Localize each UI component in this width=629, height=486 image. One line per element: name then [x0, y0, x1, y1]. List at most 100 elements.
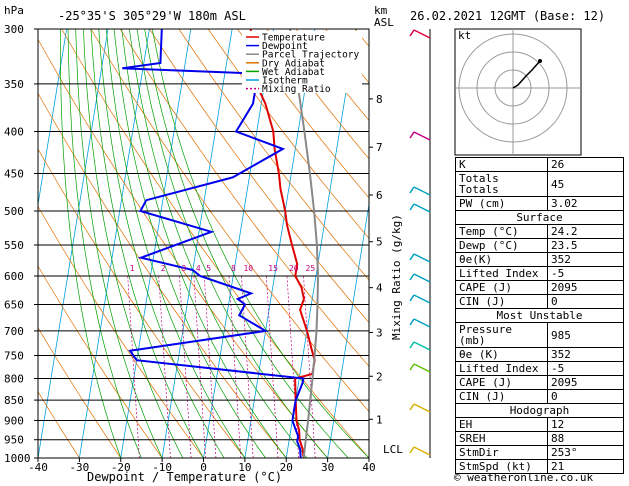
- legend-label: Wet Adiabat: [262, 67, 325, 78]
- series-line: [122, 29, 305, 458]
- pressure-tick-label: 500: [4, 205, 24, 218]
- indices-value: 24.2: [547, 224, 624, 239]
- indices-label: Temp (°C): [455, 224, 548, 239]
- legend-label: Mixing Ratio: [262, 84, 331, 95]
- header-asl: ASL: [374, 16, 394, 29]
- section-header-row: Most Unstable: [455, 308, 624, 323]
- wind-barb: [413, 29, 431, 39]
- mixing-ratio-line: [228, 275, 242, 458]
- wind-barb-flag: [409, 131, 415, 139]
- wind-barb: [413, 363, 431, 373]
- indices-label: EH: [455, 417, 548, 432]
- y-axis-label-right: Mixing Ratio (g/kg): [390, 214, 403, 340]
- wind-barb-flag: [409, 294, 415, 302]
- pressure-tick-label: 750: [4, 349, 24, 362]
- wind-barb-flag: [409, 403, 415, 411]
- wind-barb: [413, 203, 431, 213]
- indices-value: 3.02: [547, 196, 624, 211]
- indices-value: 26: [547, 157, 624, 172]
- dry-adiabat: [266, 29, 369, 160]
- pressure-tick-label: 650: [4, 299, 24, 312]
- pressure-tick-label: 900: [4, 414, 24, 427]
- wind-barb-flag: [409, 363, 415, 371]
- series-line: [248, 29, 316, 458]
- isotherm: [38, 29, 68, 207]
- legend-label: Dewpoint: [262, 41, 308, 52]
- wind-barb: [413, 294, 431, 304]
- indices-row: Lifted Index -5: [455, 266, 624, 281]
- wind-barb-flag: [409, 203, 415, 211]
- km-tick-label: 1: [376, 413, 383, 426]
- legend-label: Isotherm: [262, 76, 308, 87]
- indices-row: PW (cm) 3.02: [455, 196, 624, 211]
- indices-label: Lifted Index: [455, 266, 548, 281]
- dry-adiabat: [207, 29, 369, 240]
- mixing-ratio-label: 5: [206, 264, 211, 273]
- indices-label: Dewp (°C): [455, 238, 548, 253]
- wind-barb-flag: [409, 253, 415, 261]
- mixing-ratio-label: 8: [231, 264, 236, 273]
- wet-adiabat: [60, 29, 122, 458]
- series-line: [289, 29, 320, 458]
- indices-value: 45: [547, 171, 624, 197]
- wind-barb: [413, 403, 431, 413]
- header-location: -25°35'S 305°29'W 180m ASL: [58, 9, 246, 23]
- dry-adiabat: [38, 327, 122, 458]
- section-title: Surface: [455, 210, 624, 225]
- header-datetime: 26.02.2021 12GMT (Base: 12): [410, 9, 605, 23]
- isotherm: [285, 29, 357, 458]
- pressure-tick-label: 450: [4, 167, 24, 180]
- indices-label: Pressure (mb): [455, 322, 548, 348]
- section-header-row: Surface: [455, 210, 624, 225]
- mixing-ratio-label: 4: [196, 264, 201, 273]
- indices-row: Pressure (mb) 985: [455, 322, 624, 348]
- pressure-tick-label: 800: [4, 372, 24, 385]
- wind-barb: [413, 253, 431, 263]
- indices-value: 2095: [547, 375, 624, 390]
- dry-adiabat: [38, 92, 287, 458]
- indices-value: -5: [547, 266, 624, 281]
- copyright: © weatheronline.co.uk: [454, 471, 593, 484]
- mixing-ratio-label: 3: [181, 264, 186, 273]
- section-header-row: Hodograph: [455, 403, 624, 418]
- dry-adiabat: [38, 390, 80, 458]
- indices-row: CAPE (J) 2095: [455, 280, 624, 295]
- isotherm: [120, 29, 192, 458]
- wet-adiabat: [113, 29, 266, 458]
- isotherm: [38, 29, 109, 458]
- indices-label: CIN (J): [455, 294, 548, 309]
- mixing-ratio-line: [265, 275, 279, 458]
- indices-value: 985: [547, 322, 624, 348]
- indices-row: θe (K) 352: [455, 347, 624, 362]
- dry-adiabat: [237, 29, 369, 199]
- pressure-tick-label: 700: [4, 325, 24, 338]
- wet-adiabat: [75, 29, 163, 458]
- pressure-tick-label: 300: [4, 23, 24, 36]
- indices-value: 23.5: [547, 238, 624, 253]
- section-title: Most Unstable: [455, 308, 624, 323]
- indices-label: StmDir: [455, 445, 548, 460]
- km-tick-label: 2: [376, 370, 383, 383]
- indices-label: θe(K): [455, 252, 548, 267]
- wind-barb-flag: [409, 318, 415, 326]
- x-tick-label: 10: [238, 461, 251, 474]
- wind-barb: [413, 273, 431, 283]
- wind-barb-flag: [409, 341, 415, 349]
- indices-row: Dewp (°C) 23.5: [455, 238, 624, 253]
- wind-barb: [413, 341, 431, 351]
- header-hpa: hPa: [4, 4, 24, 17]
- wind-barb-flag: [409, 273, 415, 281]
- x-tick-label: 0: [200, 461, 207, 474]
- indices-row: CAPE (J) 2095: [455, 375, 624, 390]
- header-km: km: [374, 4, 388, 17]
- legend-label: Dry Adiabat: [262, 58, 325, 69]
- indices-label: CIN (J): [455, 389, 548, 404]
- indices-label: CAPE (J): [455, 280, 548, 295]
- km-tick-label: 7: [376, 141, 383, 154]
- indices-panel: K 26 Totals Totals 45 PW (cm) 3.02 Surface Temp…: [455, 157, 624, 474]
- indices-value: 352: [547, 347, 624, 362]
- mixing-ratio-line: [179, 275, 192, 458]
- x-tick-label: -30: [69, 461, 89, 474]
- pressure-tick-label: 550: [4, 239, 24, 252]
- pressure-tick-label: 600: [4, 270, 24, 283]
